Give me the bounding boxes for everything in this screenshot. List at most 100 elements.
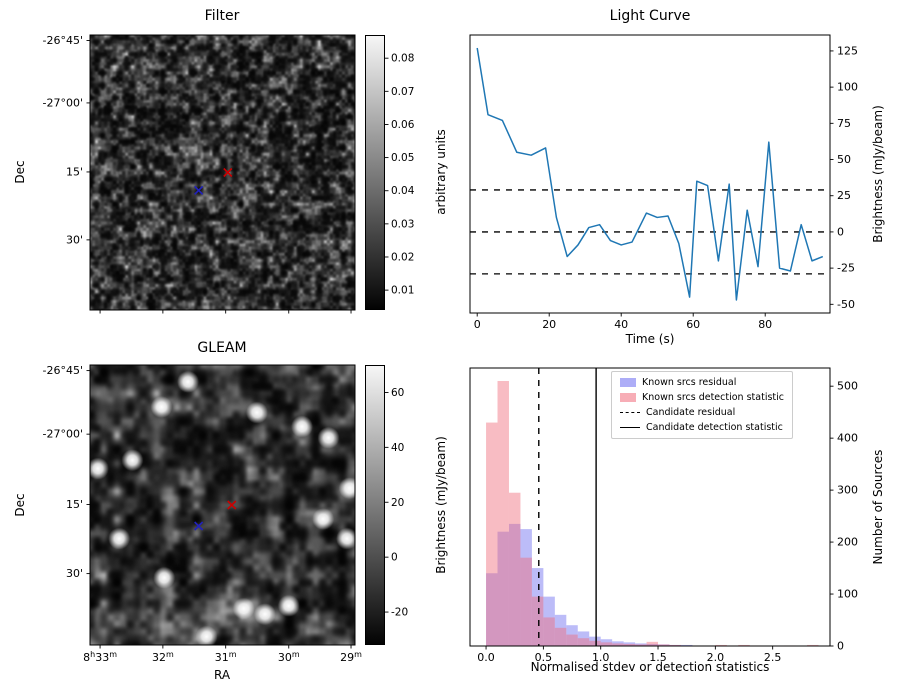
histogram-bar xyxy=(612,641,624,646)
gleam-colorbar-label: Brightness (mJy/beam) xyxy=(434,436,448,574)
histogram-legend: Known srcs residual Known srcs detection … xyxy=(611,371,793,439)
histogram-bar xyxy=(531,568,544,646)
histogram-bar xyxy=(738,645,750,646)
y-tick-label: -27°00' xyxy=(43,428,84,441)
histogram-bar xyxy=(703,645,716,646)
y-tick-label: 100 xyxy=(837,81,858,94)
histogram-bar xyxy=(680,644,693,646)
x-tick-label: 0 xyxy=(474,318,481,331)
y-tick-label: 400 xyxy=(837,432,858,445)
colorbar-tick-label: 0.05 xyxy=(391,152,414,164)
histogram-bar xyxy=(612,643,624,646)
colorbar-tick-label: 40 xyxy=(391,442,404,454)
x-tick-label: 80 xyxy=(758,318,772,331)
y-tick-label: 25 xyxy=(837,189,851,202)
legend-swatch-icon xyxy=(620,378,636,387)
axes-border xyxy=(469,34,831,314)
x-tick-label: 31m xyxy=(215,650,237,664)
y-tick-label: 300 xyxy=(837,484,858,497)
legend-label: Candidate detection statistic xyxy=(646,422,783,433)
x-tick-label: 40 xyxy=(614,318,628,331)
histogram-bar xyxy=(600,639,613,646)
y-tick-label: -50 xyxy=(837,298,855,311)
light-curve-xlabel: Time (s) xyxy=(625,332,675,346)
colorbar-tick-label: 0.02 xyxy=(391,251,414,263)
legend-swatch-icon xyxy=(620,393,636,402)
histogram-bar xyxy=(577,631,590,646)
histogram-bar xyxy=(658,644,670,646)
y-tick-label: 30' xyxy=(66,567,83,580)
legend-line-icon xyxy=(620,427,640,428)
x-tick-label: 8h33m xyxy=(83,650,117,664)
histogram-bar xyxy=(715,644,727,646)
histogram-bar xyxy=(486,422,498,646)
histogram-bar xyxy=(497,380,509,646)
histogram-bar xyxy=(520,529,532,646)
y-tick-label: 50 xyxy=(837,153,851,166)
x-tick-label: 29m xyxy=(340,650,362,664)
filter-heatmap-image xyxy=(90,35,355,310)
histogram-bar xyxy=(703,645,716,646)
histogram-bar xyxy=(669,644,681,646)
histogram-bar xyxy=(508,492,521,646)
histogram-bar xyxy=(715,645,727,646)
colorbar-tick-label: -20 xyxy=(391,607,408,619)
y-tick-label: 15' xyxy=(66,498,83,511)
histogram-bar xyxy=(784,645,796,646)
gleam-xlabel: RA xyxy=(213,668,231,682)
histogram-bar xyxy=(543,596,555,646)
legend-item: Candidate detection statistic xyxy=(620,421,784,434)
histogram-bar xyxy=(692,645,704,646)
histogram-bar xyxy=(554,614,567,646)
y-tick-label: -26°45' xyxy=(43,364,84,377)
histogram-bar xyxy=(497,531,509,646)
gleam-colorbar xyxy=(365,365,385,645)
histogram-bar xyxy=(520,557,532,646)
histogram-bar xyxy=(749,645,762,646)
y-tick-label: 200 xyxy=(837,536,858,549)
colorbar-tick-label: 0.04 xyxy=(391,185,415,197)
x-tick-label: 0.0 xyxy=(477,651,495,664)
y-tick-label: 125 xyxy=(837,44,858,57)
histogram-bar xyxy=(589,636,601,646)
gleam-ylabel: Dec xyxy=(13,493,27,517)
histogram-bar xyxy=(635,644,647,646)
y-tick-label: -27°00' xyxy=(43,96,84,109)
histogram-bar xyxy=(726,645,739,646)
y-tick-label: 0 xyxy=(837,225,844,238)
colorbar-tick-label: 0.08 xyxy=(391,53,414,65)
histogram-bar xyxy=(680,645,693,646)
light-curve-series xyxy=(476,47,824,301)
histogram-bar xyxy=(738,644,750,646)
light-curve-ylabel: Brightness (mJy/beam) xyxy=(871,105,885,243)
histogram-bar xyxy=(807,644,819,646)
histogram-bar xyxy=(600,642,613,646)
histogram-bar xyxy=(554,627,567,646)
gleam-heatmap-image xyxy=(90,365,355,645)
histogram-bar xyxy=(635,643,647,646)
x-tick-label: 30m xyxy=(278,650,300,664)
y-tick-label: 75 xyxy=(837,117,851,130)
y-tick-label: 0 xyxy=(837,640,844,653)
x-tick-label: 60 xyxy=(686,318,700,331)
colorbar-tick-label: 60 xyxy=(391,387,404,399)
x-tick-label: 20 xyxy=(542,318,556,331)
filter-ylabel: Dec xyxy=(13,160,27,184)
histogram-bar xyxy=(658,644,670,646)
filter-colorbar xyxy=(365,35,385,310)
y-tick-label: 15' xyxy=(66,165,83,178)
colorbar-tick-label: 20 xyxy=(391,497,404,509)
histogram-bar xyxy=(646,641,659,646)
histogram-ylabel: Number of Sources xyxy=(871,449,885,565)
colorbar-tick-label: 0.01 xyxy=(391,285,414,297)
histogram-bar xyxy=(531,596,544,646)
y-tick-label: 100 xyxy=(837,588,858,601)
y-tick-label: 30' xyxy=(66,233,83,246)
filter-title: Filter xyxy=(204,8,240,24)
legend-item: Candidate residual xyxy=(620,406,784,419)
histogram-bar xyxy=(486,573,498,646)
light-curve-title: Light Curve xyxy=(609,8,691,24)
histogram-bar xyxy=(589,640,601,646)
histogram-bar xyxy=(543,617,555,646)
legend-label: Known srcs detection statistic xyxy=(642,392,784,403)
